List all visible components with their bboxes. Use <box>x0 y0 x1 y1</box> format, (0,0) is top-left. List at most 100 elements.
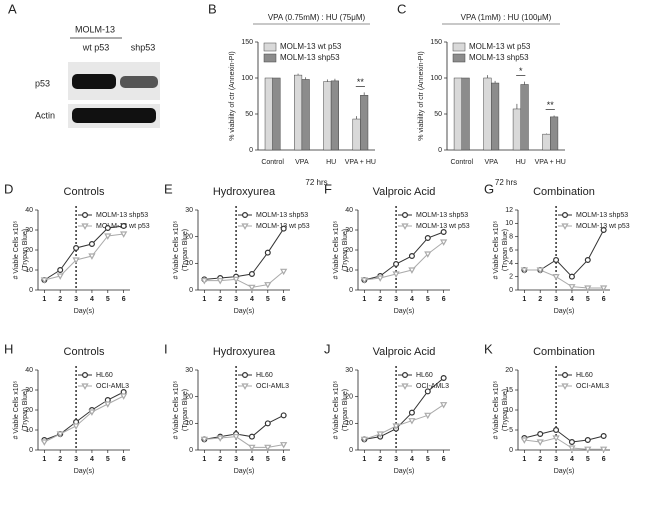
x-tick-label: 3 <box>554 456 558 463</box>
chart-title: Hydroxyurea <box>213 346 276 358</box>
series-line <box>364 241 444 281</box>
y-axis-label: (Trypan Blue) <box>22 229 29 271</box>
y-axis-label: % viability of ctr (Annexin-PI) <box>418 51 425 140</box>
y-tick-label: 6 <box>509 247 513 254</box>
y-tick-label: 30 <box>345 227 353 234</box>
y-axis-label: # Viable Cells x10⁵ <box>493 381 500 440</box>
bar <box>352 118 361 151</box>
y-tick-label: 0 <box>249 147 253 154</box>
x-tick-label: 3 <box>74 296 78 303</box>
data-point <box>568 439 575 446</box>
data-point <box>248 433 255 440</box>
panel-letter: F <box>324 181 332 196</box>
data-point <box>568 273 575 280</box>
x-tick-label: 6 <box>602 296 606 303</box>
cell-line: MOLM-13 <box>75 24 115 34</box>
x-tick-label: 4 <box>250 456 254 463</box>
x-tick-label: 2 <box>538 296 542 303</box>
y-tick-label: 20 <box>25 407 33 414</box>
series-line <box>44 233 124 281</box>
legend-marker <box>561 223 569 230</box>
data-point <box>408 267 416 274</box>
series-line <box>44 225 124 281</box>
y-axis-label: # Viable Cells x10⁵ <box>333 381 340 440</box>
data-point <box>440 229 447 236</box>
bar <box>294 74 303 151</box>
data-point <box>120 393 128 400</box>
data-point <box>584 446 592 454</box>
panel-letter: B <box>208 1 217 16</box>
data-point <box>440 402 448 409</box>
y-tick-label: 20 <box>25 247 33 254</box>
legend-marker <box>81 372 88 379</box>
data-point <box>200 278 208 285</box>
legend-marker <box>81 383 89 390</box>
series-line <box>204 414 284 440</box>
data-point <box>120 223 127 230</box>
y-tick-label: 0 <box>349 287 353 294</box>
series-line <box>524 429 604 443</box>
chart-title: Combination <box>533 186 595 198</box>
legend-marker <box>401 223 409 230</box>
y-tick-label: 40 <box>25 207 33 214</box>
data-point <box>537 431 544 438</box>
data-point <box>424 388 431 395</box>
bar <box>512 108 522 151</box>
legend-label: HL60 <box>256 372 273 379</box>
data-point <box>568 284 576 291</box>
data-point <box>360 277 368 284</box>
panel-letter: H <box>4 341 13 356</box>
bar <box>272 77 281 151</box>
data-point <box>536 267 544 274</box>
x-tick-label: 1 <box>362 296 366 303</box>
legend-marker <box>401 383 409 390</box>
legend-label: OCI-AML3 <box>256 383 289 390</box>
chart-title: VPA (1mM) : HU (100μM) <box>461 13 552 22</box>
bar <box>264 77 273 151</box>
x-tick-label: 3 <box>74 456 78 463</box>
y-tick-label: 10 <box>185 260 193 267</box>
data-point <box>584 437 591 444</box>
data-point <box>264 444 272 452</box>
x-tick-label: Control <box>450 159 473 166</box>
x-tick-label: 6 <box>442 296 446 303</box>
series-line <box>204 270 284 288</box>
data-point <box>56 431 64 438</box>
data-point <box>408 418 416 425</box>
x-tick-label: VPA + HU <box>535 159 566 166</box>
legend-swatch <box>452 53 466 63</box>
y-tick-label: 150 <box>430 39 442 46</box>
legend-label: MOLM-13 shp53 <box>576 212 628 219</box>
legend-marker <box>402 372 409 379</box>
x-tick-label: 2 <box>218 456 222 463</box>
data-point <box>40 439 48 446</box>
row-label: Actin <box>35 110 55 120</box>
legend-marker <box>242 372 249 379</box>
legend-marker <box>241 383 249 390</box>
lane-label: shp53 <box>131 42 156 52</box>
y-tick-label: 0 <box>509 447 513 454</box>
x-tick-label: Control <box>261 159 284 166</box>
legend-label: HL60 <box>96 372 113 379</box>
bar <box>323 81 332 151</box>
series-line <box>524 437 604 450</box>
data-point <box>280 268 288 276</box>
data-point <box>88 241 95 248</box>
legend-marker <box>242 212 249 219</box>
x-tick-label: 2 <box>58 456 62 463</box>
x-tick-label: VPA <box>295 159 309 166</box>
y-axis-label: # Viable Cells x10⁵ <box>13 381 20 440</box>
legend-label: MOLM-13 shp53 <box>469 53 529 62</box>
x-axis-label: Day(s) <box>234 468 255 475</box>
x-tick-label: VPA <box>485 159 499 166</box>
data-point <box>568 445 576 452</box>
x-tick-label: HU <box>516 159 526 166</box>
x-tick-label: 1 <box>202 456 206 463</box>
y-tick-label: 0 <box>509 287 513 294</box>
y-tick-label: 5 <box>509 427 513 434</box>
chart-title: Hydroxyurea <box>213 186 276 198</box>
x-axis-label: Day(s) <box>394 468 415 475</box>
y-tick-label: 30 <box>345 367 353 374</box>
x-axis-label: Day(s) <box>74 468 95 475</box>
